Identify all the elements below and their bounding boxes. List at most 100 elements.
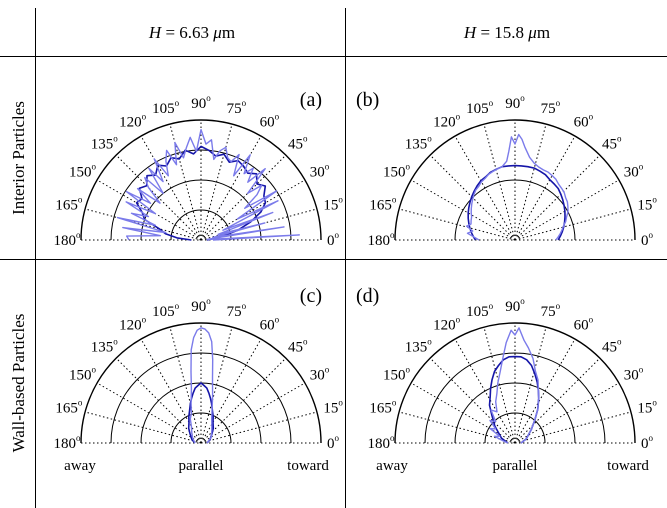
angle-tick-label: 135o [405, 336, 433, 355]
radial-ring [80, 322, 322, 444]
angular-spoke [514, 382, 620, 444]
angle-tick-label: 75o [541, 98, 561, 117]
angle-tick-label: 90o [505, 296, 525, 315]
angle-tick-label: 75o [227, 301, 247, 320]
angular-spoke [200, 135, 262, 241]
angle-tick-label: 180o [54, 230, 82, 249]
label-parallel-right: parallel [493, 458, 538, 474]
angular-spoke [454, 338, 516, 444]
angular-spoke [96, 382, 202, 444]
series-line-dark [135, 145, 267, 241]
angular-spoke [410, 382, 516, 444]
angle-tick-label: 60o [260, 112, 280, 131]
angular-spoke [84, 208, 202, 241]
angle-tick-label: 45o [288, 336, 308, 355]
angular-spoke [115, 357, 202, 444]
angle-tick-label: 120o [119, 315, 147, 334]
angle-tick-label: 45o [288, 133, 308, 152]
radial-ring [424, 352, 606, 444]
angle-tick-label: 165o [55, 398, 83, 417]
angle-tick-label: 30o [624, 162, 644, 181]
angle-tick-label: 135o [405, 133, 433, 152]
angle-tick-label: 15o [323, 398, 343, 417]
panel-label: (c) [300, 285, 322, 307]
row-label-interior: Interior Particles [9, 101, 28, 215]
angular-spoke [514, 135, 576, 241]
angular-spoke [429, 357, 516, 444]
angular-spoke [514, 123, 547, 241]
angle-tick-label: 45o [602, 133, 622, 152]
series-line-light [465, 133, 569, 241]
angle-tick-label: 0o [327, 230, 340, 249]
angular-spoke [514, 154, 601, 241]
angular-spoke [514, 338, 576, 444]
label-away-left: away [64, 458, 96, 474]
series-line-dark [187, 382, 215, 444]
angle-tick-label: 150o [69, 162, 97, 181]
angle-tick-label: 105o [152, 98, 180, 117]
angular-spoke [200, 123, 233, 241]
angular-spoke [483, 123, 516, 241]
radial-ring [110, 352, 292, 444]
angle-tick-label: 60o [260, 315, 280, 334]
angular-spoke [200, 154, 287, 241]
angle-tick-label: 135o [91, 133, 119, 152]
angular-spoke [200, 326, 233, 444]
label-away-right: away [376, 458, 408, 474]
angular-spoke [454, 135, 516, 241]
angle-tick-label: 75o [541, 301, 561, 320]
radial-ring [484, 412, 546, 444]
angular-spoke [514, 411, 632, 444]
angular-spoke [398, 208, 516, 241]
radial-ring [170, 412, 232, 444]
angle-tick-label: 0o [641, 433, 654, 452]
series-line-light [116, 128, 300, 241]
angle-tick-label: 135o [91, 336, 119, 355]
series-line-light [189, 327, 214, 444]
angular-spoke [514, 326, 547, 444]
label-toward-right: toward [607, 458, 649, 474]
angular-spoke [84, 411, 202, 444]
angle-tick-label: 120o [119, 112, 147, 131]
angular-spoke [514, 357, 601, 444]
angle-tick-label: 15o [637, 398, 657, 417]
angular-spoke [200, 338, 262, 444]
angle-tick-label: 180o [368, 433, 396, 452]
angle-tick-label: 90o [191, 93, 211, 112]
angular-spoke [200, 411, 318, 444]
column-header-2: H = 15.8 μm [463, 23, 550, 42]
angle-tick-label: 0o [327, 433, 340, 452]
row-label-wall: Wall-based Particles [9, 314, 28, 453]
series-line-light [489, 327, 540, 444]
angular-spoke [115, 154, 202, 241]
angular-spoke [200, 179, 306, 241]
angle-tick-label: 150o [383, 365, 411, 384]
angle-tick-label: 165o [369, 195, 397, 214]
angular-spoke [169, 326, 202, 444]
angular-spoke [429, 154, 516, 241]
angle-tick-label: 165o [55, 195, 83, 214]
angle-tick-label: 105o [466, 301, 494, 320]
angle-tick-label: 180o [54, 433, 82, 452]
series-line-dark [467, 164, 566, 241]
radial-ring [394, 119, 636, 241]
label-parallel-left: parallel [179, 458, 224, 474]
angular-spoke [140, 135, 202, 241]
angular-spoke [514, 179, 620, 241]
radial-ring [394, 322, 636, 444]
angle-tick-label: 30o [624, 365, 644, 384]
angle-tick-label: 120o [433, 112, 461, 131]
angle-tick-label: 120o [433, 315, 461, 334]
angular-spoke [169, 123, 202, 241]
angle-tick-label: 90o [505, 93, 525, 112]
angle-tick-label: 60o [574, 315, 594, 334]
label-toward-left: toward [287, 458, 329, 474]
panel-label: (a) [300, 89, 322, 111]
angle-tick-label: 105o [152, 301, 180, 320]
